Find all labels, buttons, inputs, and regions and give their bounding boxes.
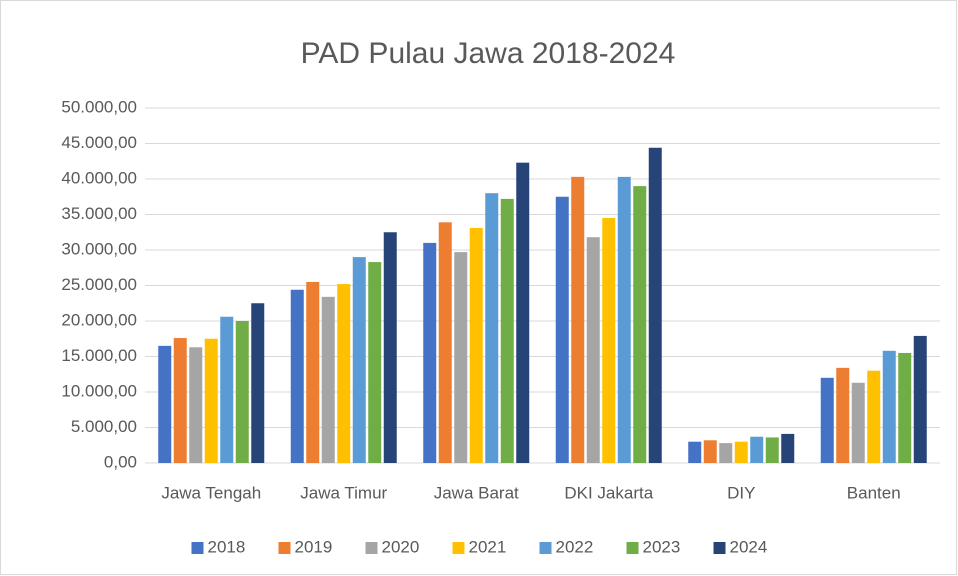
legend-swatch bbox=[452, 542, 465, 554]
bar bbox=[586, 237, 600, 463]
legend-label: 2022 bbox=[556, 537, 594, 556]
bar bbox=[836, 367, 850, 463]
x-tick-label: Banten bbox=[847, 483, 901, 502]
bar bbox=[633, 186, 647, 463]
legend-label: 2019 bbox=[295, 537, 333, 556]
bar bbox=[703, 440, 717, 463]
bar bbox=[321, 296, 335, 463]
y-tick-label: 25.000,00 bbox=[61, 275, 137, 294]
legend-swatch bbox=[278, 542, 291, 554]
bar bbox=[617, 176, 631, 463]
bar bbox=[781, 433, 795, 463]
bar bbox=[734, 441, 748, 463]
bar bbox=[454, 252, 468, 463]
bar bbox=[485, 193, 499, 463]
y-tick-label: 35.000,00 bbox=[61, 204, 137, 223]
bar bbox=[648, 147, 662, 463]
bar bbox=[189, 347, 203, 463]
bar bbox=[719, 443, 733, 463]
bar bbox=[423, 242, 437, 463]
bar bbox=[867, 370, 881, 463]
bar bbox=[438, 222, 452, 463]
bar bbox=[352, 257, 366, 463]
y-tick-label: 20.000,00 bbox=[61, 310, 137, 329]
legend-label: 2018 bbox=[208, 537, 246, 556]
x-tick-label: Jawa Barat bbox=[434, 483, 519, 502]
legend-swatch bbox=[539, 542, 552, 554]
legend-label: 2023 bbox=[643, 537, 681, 556]
legend-label: 2024 bbox=[730, 537, 768, 556]
bar bbox=[688, 441, 702, 463]
bar bbox=[571, 176, 585, 463]
legend-label: 2021 bbox=[469, 537, 507, 556]
x-tick-label: DKI Jakarta bbox=[564, 483, 653, 502]
bar bbox=[882, 350, 896, 463]
y-tick-label: 45.000,00 bbox=[61, 133, 137, 152]
legend-swatch bbox=[626, 542, 639, 554]
x-tick-label: Jawa Timur bbox=[300, 483, 387, 502]
bar bbox=[469, 227, 483, 463]
y-tick-label: 10.000,00 bbox=[61, 381, 137, 400]
bar bbox=[290, 289, 304, 463]
legend-swatch bbox=[713, 542, 726, 554]
legend-swatch bbox=[191, 542, 204, 554]
bar bbox=[820, 377, 834, 463]
chart-title: PAD Pulau Jawa 2018-2024 bbox=[301, 37, 676, 70]
bar bbox=[158, 345, 172, 463]
bar bbox=[898, 352, 912, 463]
bar bbox=[235, 321, 249, 463]
y-tick-label: 30.000,00 bbox=[61, 239, 137, 258]
bar bbox=[500, 198, 514, 463]
legend-swatch bbox=[365, 542, 378, 554]
bar bbox=[368, 262, 382, 463]
bar bbox=[306, 281, 320, 463]
bar bbox=[851, 382, 865, 463]
y-tick-label: 15.000,00 bbox=[61, 346, 137, 365]
bar bbox=[555, 196, 569, 463]
y-tick-label: 5.000,00 bbox=[71, 417, 137, 436]
y-tick-label: 50.000,00 bbox=[61, 97, 137, 116]
bar bbox=[204, 338, 218, 463]
bar bbox=[765, 437, 779, 463]
bar bbox=[337, 284, 351, 463]
bar bbox=[750, 436, 764, 463]
x-tick-label: DIY bbox=[727, 483, 755, 502]
bar bbox=[383, 232, 397, 463]
bar bbox=[516, 162, 530, 464]
y-tick-label: 40.000,00 bbox=[61, 168, 137, 187]
bar bbox=[602, 218, 616, 463]
y-tick-label: 0,00 bbox=[104, 452, 137, 471]
x-tick-label: Jawa Tengah bbox=[161, 483, 261, 502]
bar bbox=[173, 338, 187, 463]
bar bbox=[220, 316, 234, 463]
bar bbox=[251, 303, 265, 463]
legend-label: 2020 bbox=[382, 537, 420, 556]
bar bbox=[913, 335, 927, 463]
